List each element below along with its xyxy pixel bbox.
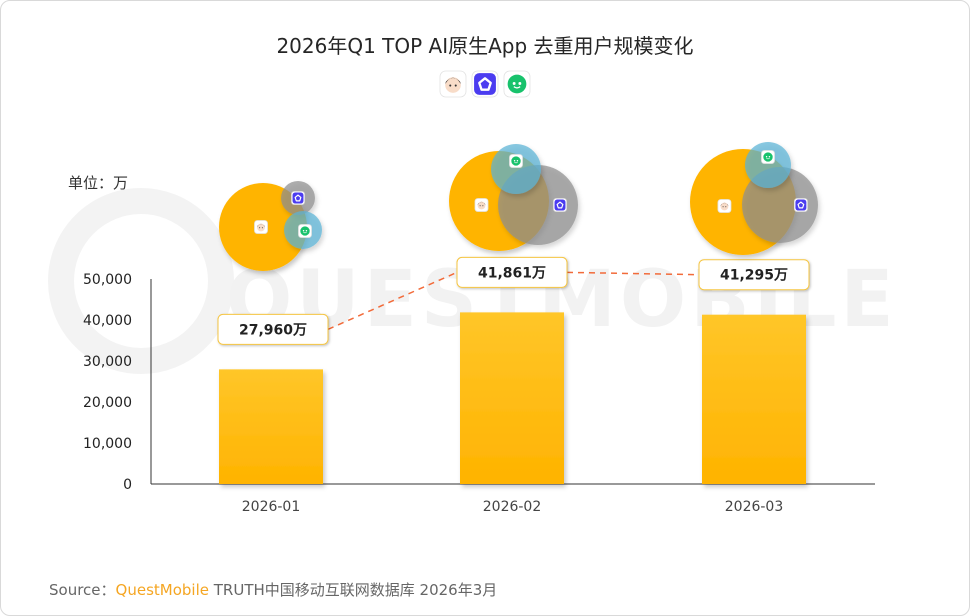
- source-brand: QuestMobile: [116, 581, 209, 599]
- data-label-box: [217, 313, 329, 345]
- source-suffix: TRUTH中国移动互联网数据库 2026年3月: [209, 581, 497, 599]
- venn-diagrams: [219, 142, 818, 271]
- source-line: Source：QuestMobile TRUTH中国移动互联网数据库 2026年…: [49, 581, 497, 599]
- wechat-app-icon: [298, 224, 312, 238]
- trend-line: [327, 271, 700, 331]
- source-prefix: Source：: [49, 581, 116, 599]
- x-axis-ticks: 2026-01 2026-02 2026-03: [242, 499, 784, 515]
- y-tick-label: 20,000: [83, 395, 132, 411]
- doubao-icon: [439, 70, 467, 98]
- app-legend: [439, 70, 531, 98]
- y-tick-label: 30,000: [83, 354, 132, 370]
- doubao-icon: [474, 198, 489, 212]
- y-tick-label: 40,000: [83, 313, 132, 329]
- trend-segment: [566, 271, 700, 276]
- venn-2026-01: [219, 181, 322, 271]
- venn-circle-wechat-app: [491, 144, 541, 194]
- yuanbao-icon: [794, 198, 808, 212]
- chart-title: 2026年Q1 TOP AI原生App 去重用户规模变化: [276, 34, 693, 58]
- data-labels: 27,960万 41,861万 41,295万: [217, 256, 810, 345]
- y-tick-label: 0: [123, 477, 132, 493]
- doubao-icon: [717, 199, 732, 213]
- wechat-app-icon: [503, 70, 531, 98]
- venn-circle-wechat-app: [745, 142, 791, 188]
- data-label-box: [698, 259, 810, 291]
- yuanbao-icon: [553, 198, 567, 212]
- x-tick-label: 2026-03: [725, 499, 784, 515]
- doubao-icon: [254, 220, 268, 234]
- x-tick-label: 2026-02: [483, 499, 542, 515]
- data-label-box: [456, 256, 568, 288]
- yuanbao-icon: [471, 70, 499, 98]
- data-label: 41,861万: [478, 265, 546, 281]
- venn-2026-02: [449, 144, 578, 251]
- y-axis-ticks: 0 10,000 20,000 30,000 40,000 50,000: [83, 272, 132, 493]
- bar-2026-02: [460, 312, 564, 484]
- data-label: 41,295万: [720, 268, 788, 284]
- wechat-app-icon: [761, 150, 775, 164]
- bars: [219, 312, 806, 484]
- yuanbao-icon: [291, 191, 305, 205]
- wechat-app-icon: [509, 154, 523, 168]
- bar-2026-01: [219, 369, 323, 484]
- data-label: 27,960万: [239, 322, 307, 338]
- y-tick-label: 50,000: [83, 272, 132, 288]
- trend-segment: [327, 271, 458, 331]
- y-tick-label: 10,000: [83, 436, 132, 452]
- venn-2026-03: [690, 142, 818, 255]
- bar-2026-03: [702, 314, 806, 484]
- unit-label: 单位：万: [68, 174, 128, 192]
- x-tick-label: 2026-01: [242, 499, 301, 515]
